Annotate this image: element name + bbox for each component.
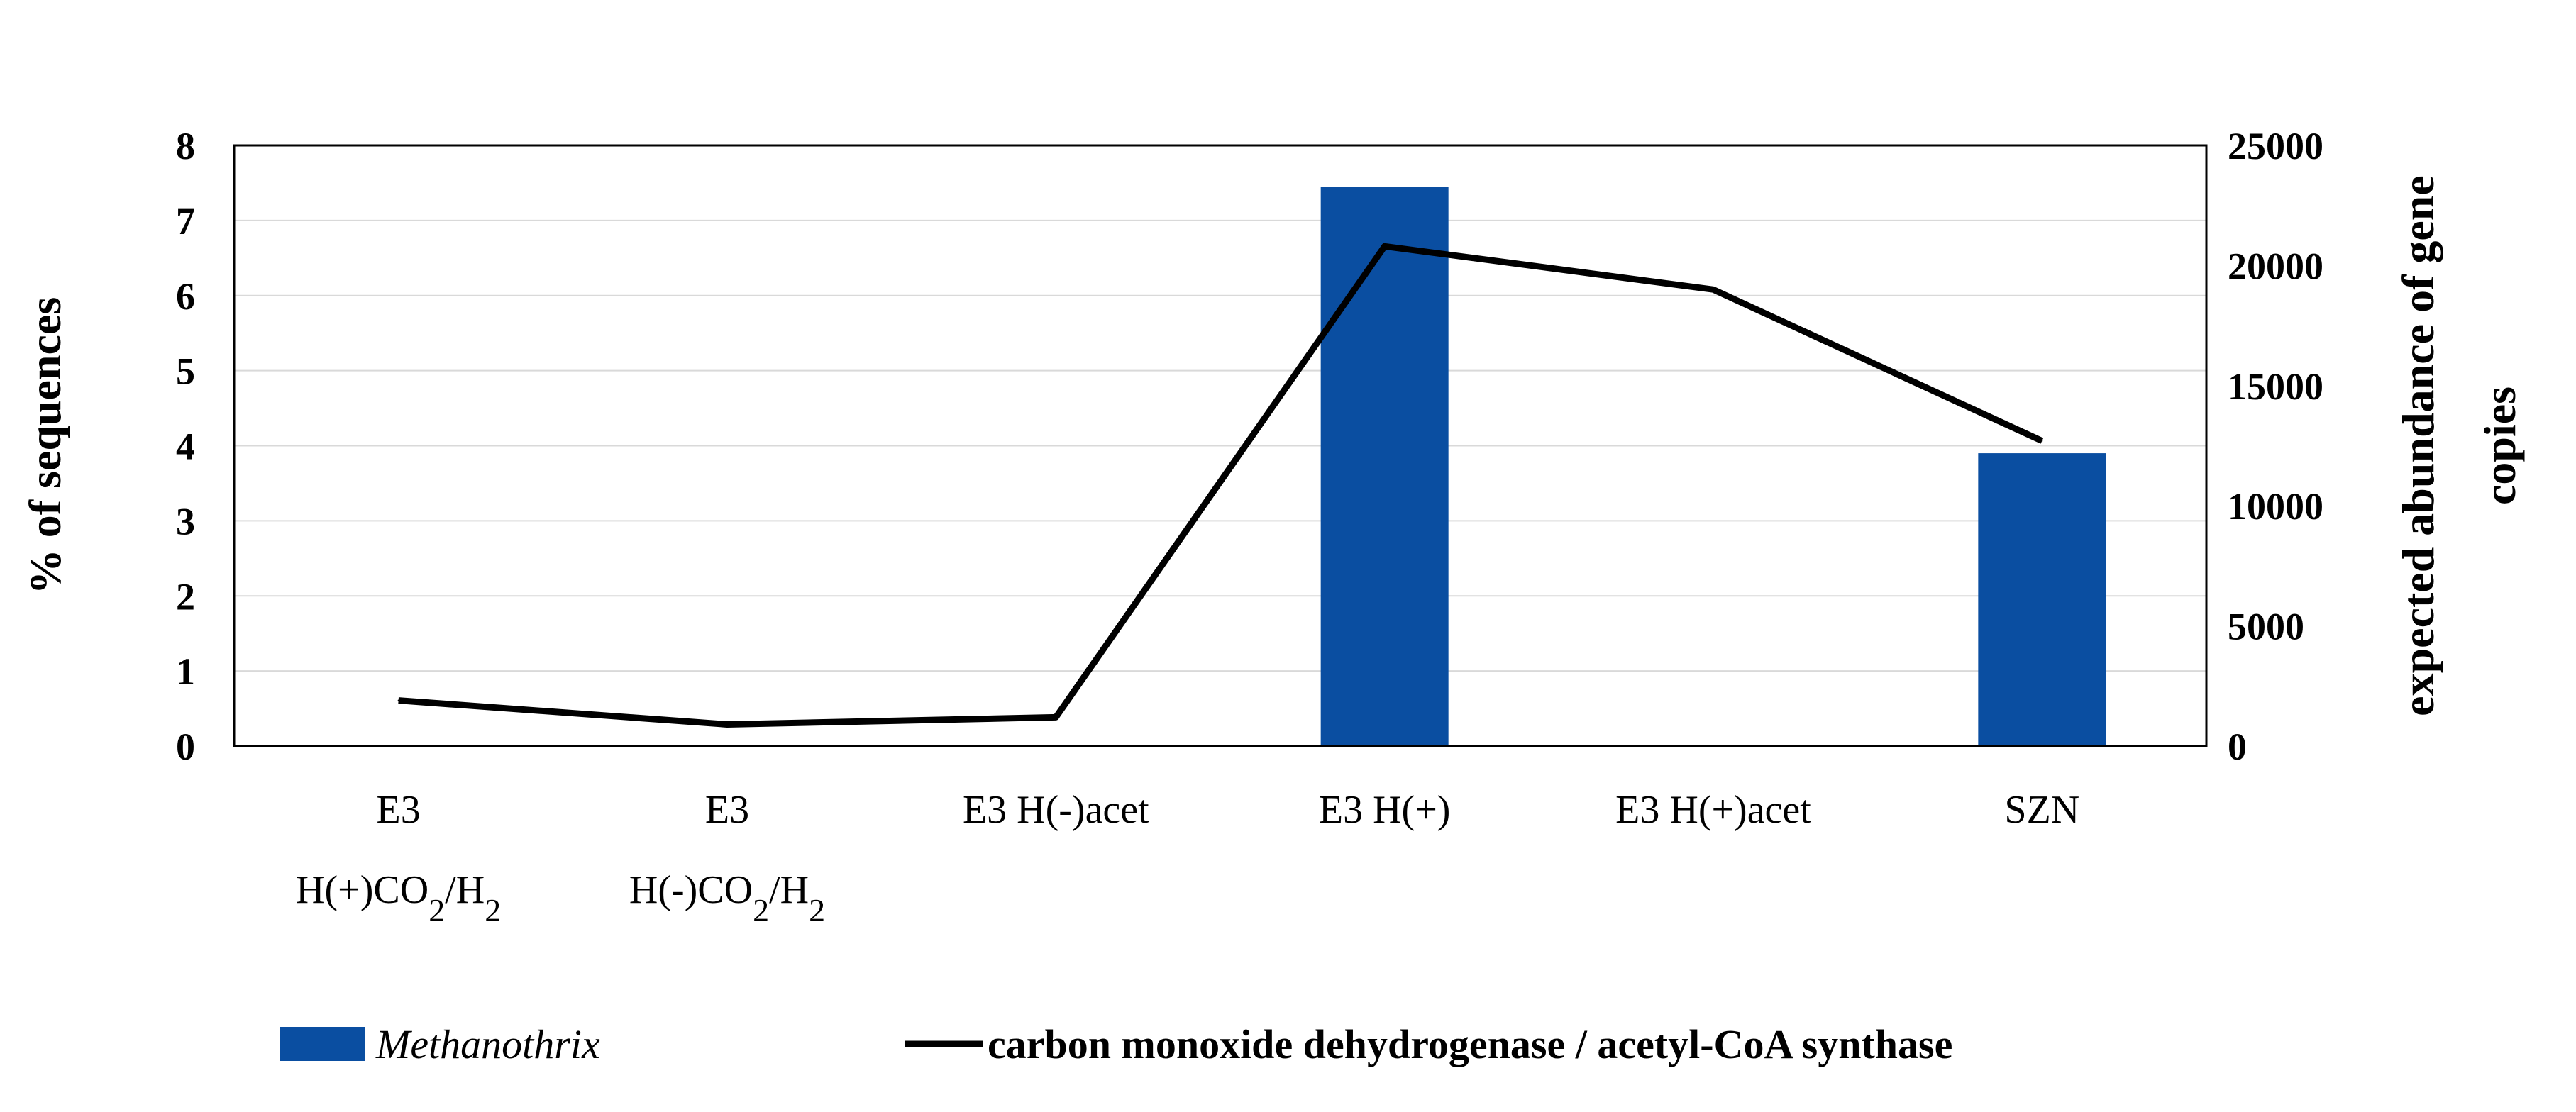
- y2-tick-label: 0: [2228, 725, 2247, 768]
- y2-tick-label: 15000: [2228, 365, 2323, 408]
- y2-tick-label: 25000: [2228, 125, 2323, 167]
- y-tick-label: 6: [176, 275, 195, 318]
- left-axis-ticks: 0 1 2 3 4 5 6 7 8: [176, 125, 195, 768]
- legend-label-line: carbon monoxide dehydrogenase / acetyl-C…: [988, 1021, 1952, 1067]
- legend: Methanothrix carbon monoxide dehydrogenas…: [280, 1021, 1952, 1067]
- x-tick-label: E3 H(+)acet: [1615, 788, 1811, 832]
- y-tick-label: 3: [176, 500, 195, 543]
- y-tick-label: 7: [176, 200, 195, 243]
- y-tick-label: 2: [176, 575, 195, 618]
- x-tick-label: H(-)CO2/H2: [629, 868, 825, 928]
- x-tick-label: E3: [377, 788, 421, 832]
- line-point: [726, 723, 728, 725]
- y2-tick-label: 10000: [2228, 485, 2323, 528]
- x-tick-label: H(+)CO2/H2: [296, 868, 501, 928]
- right-axis-ticks: 0 5000 10000 15000 20000 25000: [2228, 125, 2323, 768]
- y-axis-title: % of sequences: [20, 297, 70, 595]
- x-tick-label: E3: [705, 788, 749, 832]
- legend-label-bar: Methanothrix: [375, 1021, 600, 1067]
- y2-tick-label: 5000: [2228, 606, 2304, 648]
- bar-series: [1320, 187, 2106, 746]
- plot-frame: [233, 144, 2208, 747]
- x-tick-label: E3 H(-)acet: [963, 788, 1149, 832]
- line-point: [1713, 289, 1714, 291]
- bar: [1978, 453, 2106, 746]
- y-tick-label: 1: [176, 650, 195, 693]
- gridlines: [234, 219, 2206, 672]
- line-path: [398, 243, 2044, 728]
- y-tick-label: 5: [176, 350, 195, 393]
- y-tick-label: 8: [176, 125, 195, 167]
- y-tick-label: 0: [176, 725, 195, 768]
- line-point: [1055, 716, 1057, 718]
- legend-swatch-bar: [280, 1027, 365, 1061]
- bar: [1320, 187, 1449, 746]
- x-tick-label: SZN: [2004, 788, 2079, 832]
- x-tick-label: E3 H(+): [1319, 788, 1451, 832]
- category-labels: E3 H(+)CO2/H2 E3 H(-)CO2/H2 E3 H(-)acet E3 H(…: [296, 788, 2079, 928]
- line-point: [1383, 245, 1386, 248]
- y2-axis-title: expected abundance of gene copies: [2393, 175, 2525, 716]
- y2-tick-label: 20000: [2228, 245, 2323, 287]
- line-point: [397, 699, 399, 701]
- line-point: [2041, 440, 2043, 442]
- line-series: [397, 243, 2044, 728]
- y-tick-label: 4: [176, 426, 195, 468]
